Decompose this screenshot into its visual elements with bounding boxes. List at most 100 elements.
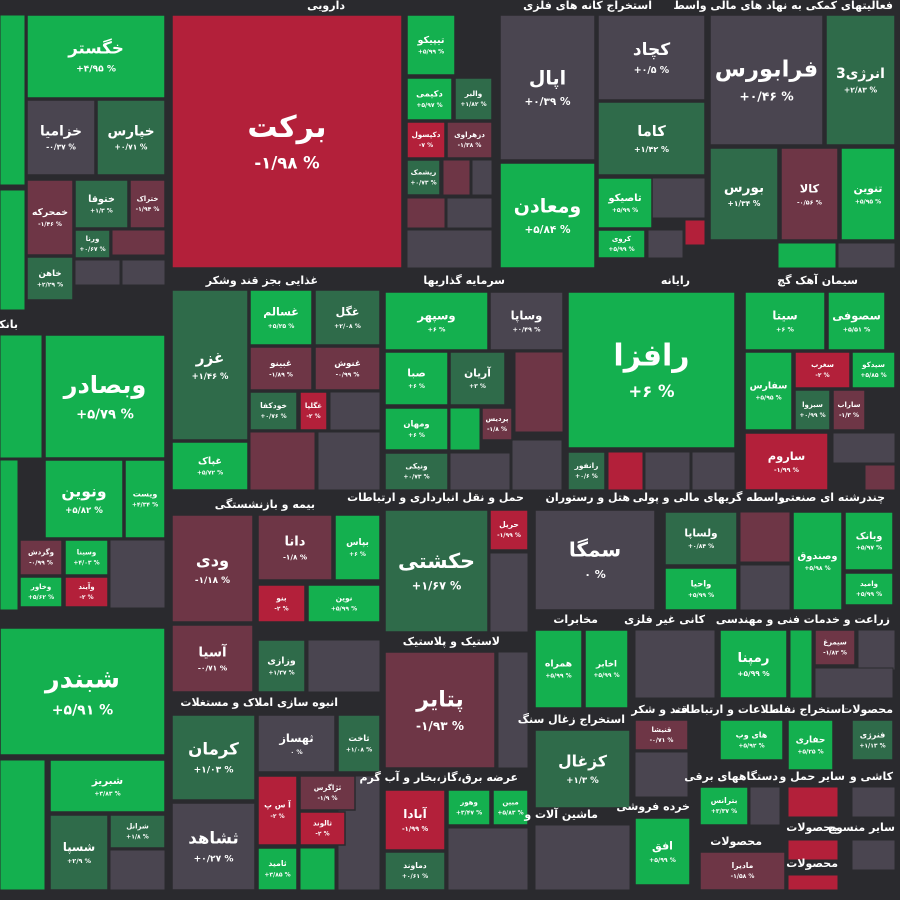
tile-name: کزغال (558, 753, 608, 771)
tile-name: بپاس (346, 538, 369, 548)
tile-name: کچاد (633, 40, 670, 60)
tile-filler (832, 432, 896, 464)
tile-change: -۱/۳ % (839, 412, 859, 419)
tile-change: +۶ % (408, 432, 425, 439)
sector-header: لاستیک و پلاستیک (403, 635, 500, 648)
tile-change: +۵/۲۵ % (797, 748, 823, 755)
tile (534, 629, 583, 709)
tile-name: شبریز (91, 775, 123, 787)
tile (489, 509, 529, 551)
tile-filler (787, 786, 839, 818)
tile-change: +۰/۲۷ % (194, 854, 234, 864)
tile-change: +۳ % (469, 383, 486, 390)
tile (314, 346, 381, 391)
tile-change: +۱/۴۲ % (634, 145, 669, 154)
tile-change: +۵/۹۲ % (738, 743, 764, 750)
tile-filler (787, 839, 839, 861)
tile-change: +۵/۲۵ % (268, 323, 295, 330)
tile-name: خودکفا (260, 401, 287, 410)
tile (534, 729, 631, 809)
tile-change: -۱/۹ % (317, 795, 337, 802)
tile (699, 851, 786, 891)
tile (709, 14, 824, 146)
tile-name: های وب (736, 731, 768, 740)
tile (787, 719, 834, 771)
tile (794, 389, 831, 431)
tile-name: ومهان (403, 419, 429, 430)
tile-name: غنوش (334, 359, 361, 369)
tile-change: +۰/۶ % (575, 473, 598, 480)
tile-name: صبا (407, 368, 426, 380)
tile-change: +۰/۴۹ % (512, 326, 541, 334)
tile (406, 77, 453, 121)
tile-change: -۰/۵۶ % (797, 200, 823, 207)
tile-filler (406, 229, 493, 269)
tile (597, 177, 653, 229)
sector-header: رایانه (661, 274, 690, 287)
tile-change: +۴/۰۳ % (73, 559, 99, 566)
tile-filler (787, 874, 839, 891)
tile (780, 147, 839, 241)
tile-filler (514, 351, 564, 433)
tile-change: +۱/۳۷ % (268, 670, 294, 677)
tile-name: آریان (464, 366, 491, 380)
tile-name: ثاخت (348, 733, 369, 743)
sector-header: بیمه و بازنشستگی (215, 498, 315, 511)
tile (384, 351, 449, 406)
tile-change: +۴/۹۵ % (76, 64, 116, 74)
tile (709, 147, 779, 241)
tile-change: +۶ % (349, 551, 366, 558)
tile-name: وسپهر (416, 308, 455, 323)
tile-name: تنوین (853, 182, 882, 195)
tile (171, 14, 403, 269)
sector-header: اطلاعات و ارتباطات (675, 703, 783, 716)
tile-change: +۰/۷۶ % (260, 413, 286, 420)
tile-name: کاما (637, 123, 666, 140)
tile (489, 291, 564, 351)
tile-change: -۱/۱۸ % (195, 576, 230, 586)
tile (597, 101, 706, 176)
tile-change: +۰/۷۱ % (115, 143, 148, 152)
tile-name: ختوقا (88, 194, 115, 205)
tile-name: وساپا (511, 308, 543, 323)
tile-name: غپاک (198, 456, 222, 467)
tile-change: +۵/۷۲ % (197, 470, 223, 477)
tile-change: +۲/۸۳ % (844, 85, 878, 94)
tile-change: +۱/۳ % (566, 776, 599, 786)
tile-filler (607, 451, 644, 491)
tile (257, 584, 306, 623)
tile-name: وامید (860, 580, 878, 588)
sector-header: غذایی بجز قند وشکر (205, 274, 318, 287)
tile-name: وسینا (77, 549, 97, 557)
sector-header: استخراج کانه های فلزی (523, 0, 652, 13)
tile-filler (446, 197, 493, 229)
tile-name: دکپسول (412, 130, 441, 139)
tile-name: ویست (133, 490, 158, 499)
tile-name: ثالوند (313, 820, 332, 828)
tile-name: وصندوق (797, 551, 837, 562)
tile-change: +۶ % (628, 382, 675, 401)
tile (499, 162, 596, 269)
tile (64, 576, 109, 608)
tile-name: کالا (800, 181, 820, 195)
tile-change: +۵/۹۵ % (855, 199, 881, 206)
tile-filler (111, 229, 166, 256)
tile-name: شبندر (43, 663, 120, 693)
tile-change: +۵/۹۹ % (688, 592, 714, 599)
sector-header: زراعت و خدمات (804, 613, 890, 626)
tile-change: +۵/۹۹ % (545, 673, 571, 680)
tile-change: +۱/۴۶ % (192, 371, 229, 381)
tile-change: +۵/۸۳ % (497, 809, 523, 816)
tile-change: +۵/۹۹ % (331, 606, 357, 613)
tile-filler (534, 824, 631, 891)
tile-filler (634, 629, 716, 699)
tile (19, 576, 63, 608)
tile-change: -۱/۹۹ % (497, 532, 521, 539)
tile-change: +۱/۱۳ % (859, 743, 885, 750)
sector-header: واسطه گریهای مالی و پولی (633, 491, 785, 504)
tile (171, 802, 256, 891)
tile-change: -۱/۹۴ % (136, 206, 160, 213)
tile (257, 847, 298, 891)
tile (49, 814, 109, 891)
tile-change: +۵/۹۱ % (52, 703, 113, 719)
